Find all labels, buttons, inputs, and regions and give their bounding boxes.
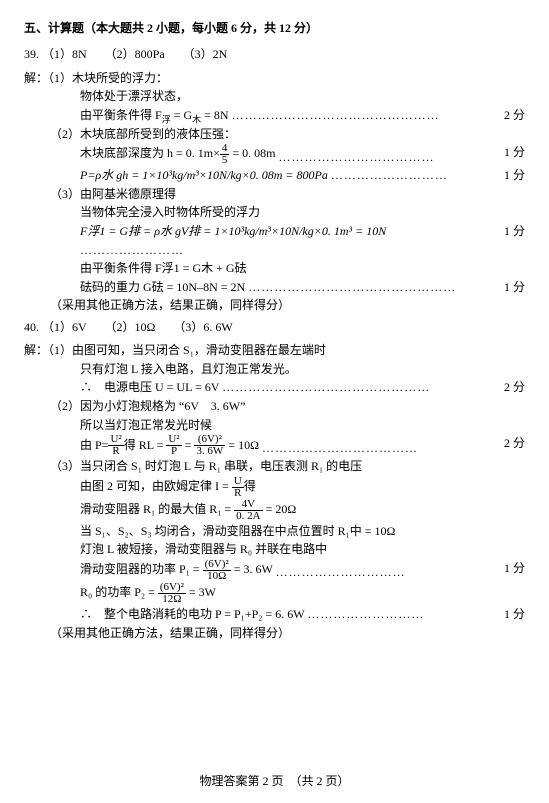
q40-p2-l1: （2）因为小灯泡规格为 “6V 3. 6W” — [24, 397, 525, 416]
text: 由图 2 可知，由欧姆定律 I = UR得 — [80, 479, 256, 493]
part-label: （3） — [50, 187, 80, 201]
q39-p1-l2: 物体处于漂浮状态， — [24, 87, 525, 106]
points: 2 分 — [504, 378, 525, 397]
dots: ………………………………………… — [232, 106, 440, 125]
q40-p3-l7: R₀ 的功率 P₂ = (6V)²12Ω = 3W — [24, 582, 525, 605]
dots: ………………………………………… — [248, 278, 456, 297]
q39-p2-l1: （2）木块底部所受到的液体压强： — [24, 125, 525, 144]
sol-label: 解： — [24, 71, 48, 85]
dots: …………………… — [80, 241, 184, 260]
q40-answers: 40. （1）6V （2）10Ω （3）6. 6W — [24, 317, 525, 337]
q40-p1-l3: ∴ 电源电压 U = UL = 6V ………………………………………… 2 分 — [24, 378, 525, 397]
part-label: （1） — [48, 71, 72, 85]
text: 滑动变阻器的功率 P₁ = (6V)²10Ω = 3. 6W — [80, 562, 273, 576]
q40-p3-l1: （3）当只闭合 S₁ 时灯泡 L 与 R₁ 串联，电压表测 R₁ 的电压 — [24, 457, 525, 476]
q39-p3-l2: 当物体完全浸入时物体所受的浮力 — [24, 203, 525, 222]
text: 木块底部深度为 h = 0. 1m×45 = 0. 08m — [80, 146, 275, 160]
dots: ……………………… — [331, 166, 448, 185]
text: F浮1 = G排 = ρ水 gV排 = 1×10³kg/m³×10N/kg×0.… — [80, 224, 386, 238]
q39-p1-l3: 由平衡条件得 F浮 = G木 = 8N ………………………………………… 2 分 — [24, 106, 525, 125]
q39-p3-l1: （3）由阿基米德原理得 — [24, 185, 525, 204]
text: 砝码的重力 G砝 = 10N–8N = 2N — [80, 280, 245, 294]
q40-p3-l3: 滑动变阻器 R₁ 的最大值 R₁ = 4V0. 2A = 20Ω — [24, 499, 525, 522]
dots: ……………………………… — [262, 439, 418, 458]
section-title: 五、计算题（本大题共 2 小题，每小题 6 分，共 12 分） — [24, 18, 525, 38]
text: P=ρ水 gh = 1×10³kg/m³×10N/kg×0. 08m = 800… — [80, 168, 328, 182]
points: 1 分 — [504, 605, 525, 624]
text: R₀ 的功率 P₂ = (6V)²12Ω = 3W — [80, 585, 216, 599]
q39-p3-l3: F浮1 = G排 = ρ水 gV排 = 1×10³kg/m³×10N/kg×0.… — [24, 222, 525, 259]
text: 由阿基米德原理得 — [80, 187, 176, 201]
points: 1 分 — [504, 559, 525, 578]
q40-note: （采用其他正确方法，结果正确，同样得分） — [24, 624, 525, 643]
text: 因为小灯泡规格为 “6V 3. 6W” — [80, 399, 245, 413]
text: 滑动变阻器 R₁ 的最大值 R₁ = 4V0. 2A = 20Ω — [80, 502, 296, 516]
text: 由平衡条件得 F浮 = G木 = 8N — [80, 108, 229, 122]
q39-p3-l5: 砝码的重力 G砝 = 10N–8N = 2N ………………………………………… … — [24, 278, 525, 297]
text: 木块所受的浮力： — [72, 71, 168, 85]
q40-ans: （1）6V （2）10Ω （3）6. 6W — [42, 320, 233, 334]
points: 1 分 — [504, 143, 525, 162]
sol-label: 解： — [24, 343, 48, 357]
q40-solution: 解：（1）由图可知，当只闭合 S₁，滑动变阻器在最左端时 只有灯泡 L 接入电路… — [24, 341, 525, 642]
points: 1 分 — [504, 166, 525, 185]
q40-num: 40. — [24, 320, 39, 334]
points: 2 分 — [504, 106, 525, 125]
q39-p2-l3: P=ρ水 gh = 1×10³kg/m³×10N/kg×0. 08m = 800… — [24, 166, 525, 185]
q40-p3-l4: 当 S₁、S₂、S₃ 均闭合，滑动变阻器在中点位置时 R₁中 = 10Ω — [24, 522, 525, 541]
text: ∴ 电源电压 U = UL = 6V — [80, 380, 219, 394]
q39-p1-l1: 解：（1）木块所受的浮力： — [24, 69, 525, 88]
part-label: （2） — [50, 127, 80, 141]
points: 1 分 — [504, 222, 525, 241]
text: 由图可知，当只闭合 S₁，滑动变阻器在最左端时 — [72, 343, 326, 357]
page-footer: 物理答案第 2 页 （共 2 页） — [0, 771, 549, 791]
q40-p3-l2: 由图 2 可知，由欧姆定律 I = UR得 — [24, 476, 525, 499]
dots: ………………………………………… — [222, 378, 430, 397]
dots: ……………………………… — [278, 148, 434, 167]
q40-p3-l6: 滑动变阻器的功率 P₁ = (6V)²10Ω = 3. 6W ………………………… — [24, 559, 525, 582]
dots: ……………………… — [307, 605, 424, 624]
q40-p1-l1: 解：（1）由图可知，当只闭合 S₁，滑动变阻器在最左端时 — [24, 341, 525, 360]
text: 木块底部所受到的液体压强： — [80, 127, 236, 141]
q39-note: （采用其他正确方法，结果正确，同样得分） — [24, 296, 525, 315]
dots: ………………………… — [276, 563, 406, 582]
part-label: （3） — [50, 459, 80, 473]
q40-p3-l5: 灯泡 L 被短接，滑动变阻器与 R₀ 并联在电路中 — [24, 540, 525, 559]
text: 当只闭合 S₁ 时灯泡 L 与 R₁ 串联，电压表测 R₁ 的电压 — [80, 459, 362, 473]
q39-ans: （1）8N （2）800Pa （3）2N — [42, 47, 227, 61]
part-label: （2） — [50, 399, 80, 413]
text: ∴ 整个电路消耗的电功 P = P₁+P₂ = 6. 6W — [80, 607, 304, 621]
q40-p1-l2: 只有灯泡 L 接入电路，且灯泡正常发光。 — [24, 360, 525, 379]
q40-p2-l2: 所以当灯泡正常发光时候 — [24, 416, 525, 435]
q39-num: 39. — [24, 47, 39, 61]
points: 2 分 — [504, 434, 525, 453]
part-label: （1） — [48, 343, 72, 357]
q39-solution: 解：（1）木块所受的浮力： 物体处于漂浮状态， 由平衡条件得 F浮 = G木 =… — [24, 69, 525, 315]
text: 由 P=U²R得 RL = U²P = (6V)²3. 6W = 10Ω — [80, 438, 259, 452]
q40-p2-l3: 由 P=U²R得 RL = U²P = (6V)²3. 6W = 10Ω ………… — [24, 434, 525, 457]
points: 1 分 — [504, 278, 525, 297]
q39-answers: 39. （1）8N （2）800Pa （3）2N — [24, 44, 525, 64]
q39-p2-l2: 木块底部深度为 h = 0. 1m×45 = 0. 08m …………………………… — [24, 143, 525, 166]
q40-p3-l8: ∴ 整个电路消耗的电功 P = P₁+P₂ = 6. 6W ……………………… … — [24, 605, 525, 624]
q39-p3-l4: 由平衡条件得 F浮1 = G木 + G砝 — [24, 259, 525, 278]
